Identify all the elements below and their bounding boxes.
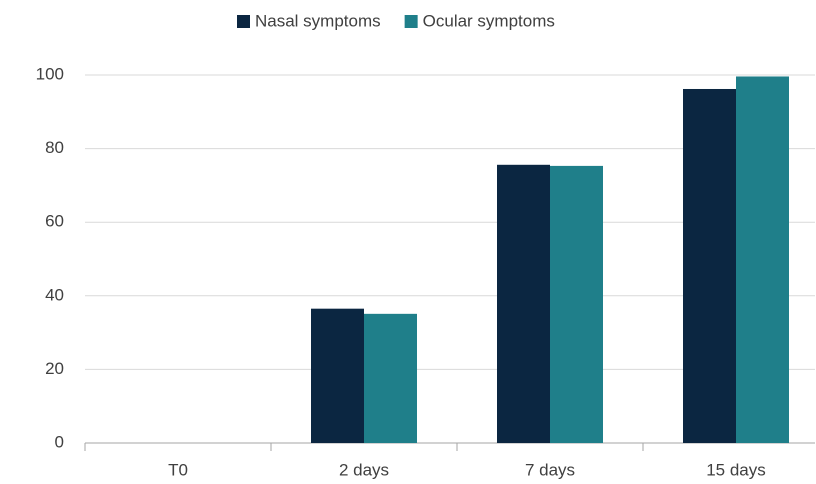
bar: [364, 313, 417, 443]
x-tick-label: T0: [168, 460, 188, 479]
legend-swatch: [404, 15, 418, 28]
x-tick-label: 2 days: [339, 460, 389, 479]
y-tick-label: 0: [55, 432, 64, 451]
y-tick-label: 80: [45, 138, 64, 157]
x-tick-label: 7 days: [525, 460, 575, 479]
y-tick-label: 100: [36, 64, 64, 83]
legend-label: Nasal symptoms: [255, 11, 381, 30]
y-tick-label: 40: [45, 285, 64, 304]
y-tick-label: 20: [45, 359, 64, 378]
legend-swatch: [237, 15, 250, 28]
y-tick-label: 60: [45, 212, 64, 231]
bar: [683, 88, 736, 443]
legend-label: Ocular symptoms: [423, 11, 555, 30]
bar: [550, 165, 603, 443]
bar: [311, 308, 364, 443]
bar: [736, 76, 789, 444]
bar: [497, 164, 550, 444]
x-tick-label: 15 days: [706, 460, 766, 479]
